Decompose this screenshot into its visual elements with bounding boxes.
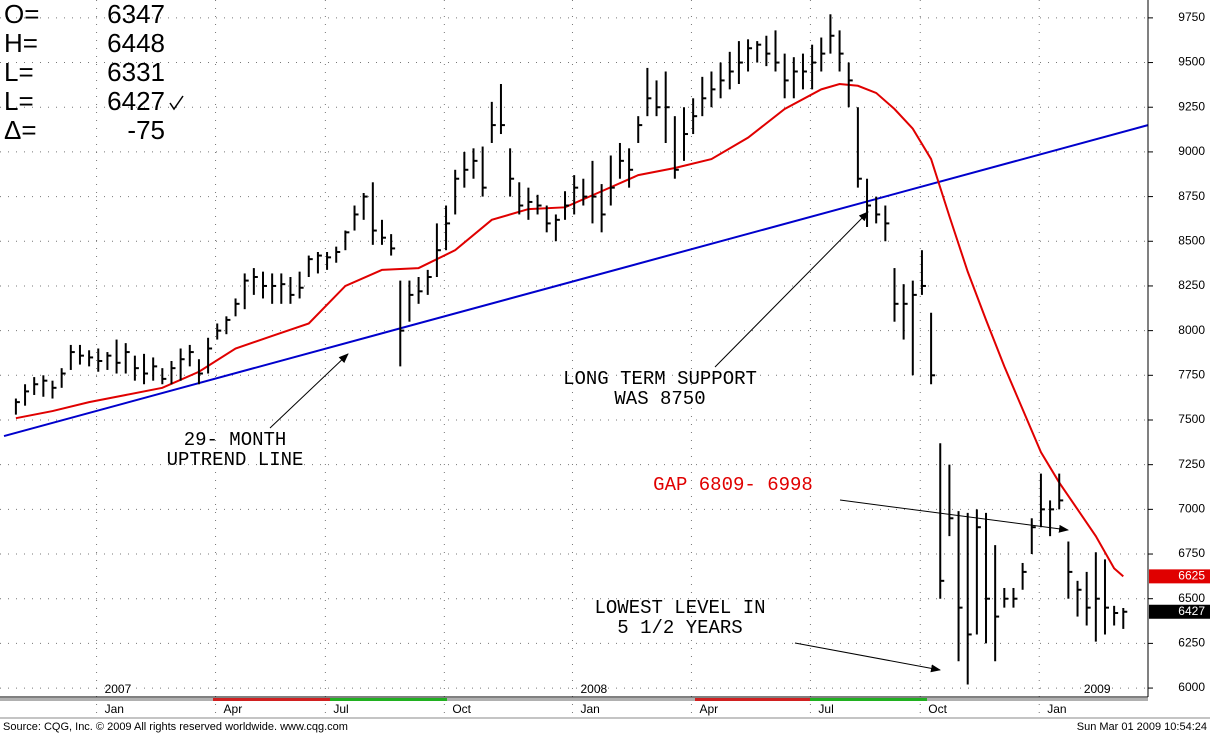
header-value: -75 bbox=[127, 115, 165, 145]
footer-source: Source: CQG, Inc. © 2009 All rights rese… bbox=[3, 721, 348, 733]
ma-last-value-label: 6625 bbox=[1178, 569, 1205, 583]
header-label: Δ= bbox=[4, 115, 37, 145]
header-value: 6427 bbox=[107, 86, 165, 116]
y-tick-label: 6500 bbox=[1178, 591, 1205, 605]
header-label: L= bbox=[4, 86, 34, 116]
y-tick-label: 9250 bbox=[1178, 99, 1205, 113]
x-tick-label: Apr bbox=[224, 702, 243, 716]
footer-timestamp: Sun Mar 01 2009 10:54:24 bbox=[1077, 721, 1207, 733]
ma-last-value-box bbox=[1149, 569, 1210, 584]
moving-average-line bbox=[15, 82, 1124, 578]
x-tick-label: Jan bbox=[105, 702, 124, 716]
header-label: L= bbox=[4, 57, 34, 87]
plot bbox=[3, 14, 1149, 685]
header-label: O= bbox=[4, 0, 39, 29]
y-tick-label: 9500 bbox=[1178, 55, 1205, 69]
x-tick-label: Jul bbox=[333, 702, 348, 716]
y-tick-label: 8750 bbox=[1178, 189, 1205, 203]
header-value: 6448 bbox=[107, 28, 165, 58]
header: O= 6347 H= 6448 L= 6331 L= 6427 Δ= -75 bbox=[4, 0, 165, 145]
annotation: 29- MONTH bbox=[184, 429, 287, 451]
y-tick-label: 7250 bbox=[1178, 457, 1205, 471]
y-tick-label: 9750 bbox=[1178, 10, 1205, 24]
header-label: H= bbox=[4, 28, 38, 58]
y-tick-label: 8000 bbox=[1178, 323, 1205, 337]
year-label: 2009 bbox=[1084, 682, 1111, 696]
x-tick-label: Jul bbox=[818, 702, 833, 716]
y-tick-label: 7500 bbox=[1178, 412, 1205, 426]
y-tick-label: 7750 bbox=[1178, 367, 1205, 381]
header-value: 6347 bbox=[107, 0, 165, 29]
year-label: 2007 bbox=[105, 682, 132, 696]
x-tick-label: Oct bbox=[928, 702, 947, 716]
arrows bbox=[269, 211, 1069, 673]
trendline bbox=[3, 124, 1149, 438]
annotation: UPTREND LINE bbox=[167, 449, 304, 471]
annotation: LONG TERM SUPPORT bbox=[563, 368, 757, 390]
x-tick-label: Oct bbox=[452, 702, 471, 716]
annotation: GAP 6809- 6998 bbox=[653, 474, 813, 496]
x-tick-label: Apr bbox=[699, 702, 718, 716]
close-last-value-box bbox=[1149, 604, 1210, 619]
year-label: 2008 bbox=[580, 682, 607, 696]
annotation: WAS 8750 bbox=[614, 388, 705, 410]
annotation: LOWEST LEVEL IN bbox=[594, 597, 765, 619]
y-tick-label: 9000 bbox=[1178, 144, 1205, 158]
y-tick-label: 6000 bbox=[1178, 680, 1205, 694]
check-icon bbox=[169, 95, 184, 111]
x-tick-label: Jan bbox=[1047, 702, 1066, 716]
y-tick-label: 6750 bbox=[1178, 546, 1205, 560]
header-value: 6331 bbox=[107, 57, 165, 87]
annotation: 5 1/2 YEARS bbox=[617, 617, 742, 639]
y-tick-label: 8500 bbox=[1178, 233, 1205, 247]
close-last-value-label: 6427 bbox=[1178, 604, 1205, 618]
quarter-strip bbox=[0, 698, 1148, 701]
grid bbox=[0, 0, 1153, 718]
y-tick-label: 8250 bbox=[1178, 278, 1205, 292]
y-tick-label: 7000 bbox=[1178, 502, 1205, 516]
x-tick-label: Jan bbox=[580, 702, 599, 716]
y-tick-label: 6250 bbox=[1178, 636, 1205, 650]
